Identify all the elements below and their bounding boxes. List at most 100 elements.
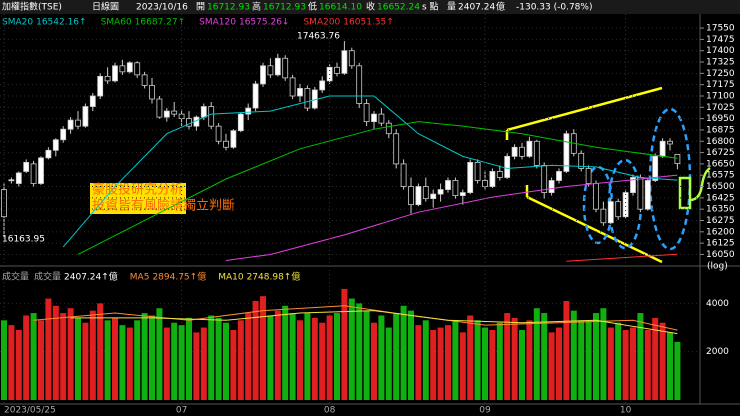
header-value: 16712.93 bbox=[263, 3, 306, 13]
volume-bar bbox=[89, 310, 96, 400]
candle-body bbox=[504, 155, 511, 178]
candle-body bbox=[415, 186, 422, 206]
volume-bar bbox=[97, 303, 104, 400]
y-tick-label: 17325 bbox=[706, 58, 735, 68]
volume-bar bbox=[526, 320, 533, 400]
volume-bar bbox=[274, 310, 281, 400]
volume-bar bbox=[334, 313, 340, 400]
volume-bar bbox=[223, 322, 229, 400]
candle-body bbox=[304, 88, 311, 109]
volume-bar bbox=[289, 313, 296, 400]
candle-body bbox=[348, 50, 355, 67]
header-unit: 億 bbox=[496, 1, 505, 13]
volume-bar bbox=[430, 329, 437, 400]
legend-label: MA10 bbox=[218, 273, 244, 283]
highlight-arrow bbox=[689, 166, 711, 202]
y-tick-label: 16950 bbox=[706, 114, 735, 124]
candle-body bbox=[600, 208, 607, 224]
volume-bar bbox=[659, 322, 666, 400]
candle-body bbox=[45, 149, 52, 159]
volume-bar bbox=[489, 329, 496, 400]
candle-body bbox=[215, 125, 222, 142]
legend-label: 成交量 bbox=[34, 271, 61, 283]
volume-bar bbox=[156, 308, 163, 400]
candle-body bbox=[422, 186, 429, 200]
y-tick-label: 16350 bbox=[706, 205, 735, 215]
legend-value: 2748.98↑億 bbox=[247, 271, 301, 283]
volume-bar bbox=[630, 327, 636, 400]
volume-bar bbox=[578, 320, 585, 400]
volume-bar bbox=[245, 313, 252, 400]
candle-body bbox=[104, 75, 111, 82]
x-tick-label: 08 bbox=[324, 406, 336, 416]
volume-bar bbox=[474, 320, 481, 400]
candle-body bbox=[23, 161, 30, 172]
candle-body bbox=[289, 77, 296, 97]
candle-body bbox=[533, 140, 540, 166]
candle-body bbox=[267, 65, 274, 76]
candle-body bbox=[200, 106, 207, 118]
header-label: 低 bbox=[308, 1, 317, 13]
candle-body bbox=[119, 65, 126, 73]
legend-label: SMA120 bbox=[199, 18, 236, 28]
candle-body bbox=[437, 189, 444, 195]
y-tick-label: 16875 bbox=[706, 125, 735, 135]
volume-bar bbox=[134, 320, 141, 400]
candle-body bbox=[208, 106, 215, 127]
legend-value: 2894.75↑億 bbox=[152, 271, 206, 283]
legend-value: 16687.27↑ bbox=[135, 18, 185, 28]
y-tick-label: 17475 bbox=[706, 35, 735, 45]
candle-body bbox=[585, 168, 592, 184]
volume-bar bbox=[252, 300, 259, 400]
candle-body bbox=[97, 75, 104, 97]
watermark-box bbox=[90, 183, 186, 214]
volume-bar bbox=[533, 308, 540, 400]
header-label: 開 bbox=[196, 2, 205, 13]
volume-bar bbox=[82, 322, 89, 400]
y-tick-label: 16275 bbox=[706, 216, 735, 226]
watermark: 投資皆有風險請獨立判斷 bbox=[92, 198, 235, 214]
candle-body bbox=[430, 193, 437, 200]
volume-bar bbox=[75, 317, 81, 400]
volume-bar bbox=[45, 298, 52, 400]
candle-body bbox=[260, 65, 266, 85]
volume-bar bbox=[215, 317, 222, 400]
volume-bar bbox=[644, 329, 651, 400]
legend-label: SMA200 bbox=[303, 18, 340, 28]
volume-bar bbox=[38, 320, 44, 400]
volume-bar bbox=[385, 327, 392, 400]
volume-bar bbox=[408, 310, 414, 400]
volume-bar bbox=[1, 320, 7, 400]
legend-label: SMA60 bbox=[101, 18, 132, 28]
candle-body bbox=[674, 154, 681, 164]
volume-bar bbox=[15, 329, 22, 400]
volume-bar bbox=[348, 298, 355, 400]
volume-bar bbox=[548, 332, 555, 400]
volume-bar bbox=[119, 325, 126, 400]
volume-bar bbox=[30, 313, 37, 400]
volume-bar bbox=[415, 325, 422, 400]
y-tick-label: 16725 bbox=[706, 148, 735, 158]
candle-body bbox=[630, 177, 636, 193]
ma-line bbox=[70, 310, 678, 335]
volume-bar bbox=[208, 315, 215, 400]
y-tick-label: 16200 bbox=[706, 227, 735, 237]
trend-line bbox=[506, 86, 663, 132]
scale-label: (log) bbox=[707, 262, 728, 272]
volume-bar bbox=[496, 322, 503, 400]
volume-bar bbox=[504, 313, 511, 400]
candle-body bbox=[126, 62, 133, 73]
candle-body bbox=[82, 106, 89, 127]
candle-body bbox=[385, 122, 392, 135]
candle-body bbox=[30, 163, 37, 184]
volume-bar bbox=[356, 303, 363, 400]
high-label: 17463.76 bbox=[297, 32, 340, 42]
volume-bar bbox=[149, 315, 155, 400]
candle-body bbox=[15, 172, 22, 184]
candle-body bbox=[496, 171, 503, 178]
volume-bar bbox=[171, 322, 178, 400]
volume-bar bbox=[319, 322, 326, 400]
volume-bar bbox=[297, 320, 303, 400]
volume-bar bbox=[600, 308, 607, 400]
header-value: 2407.24 bbox=[458, 3, 495, 13]
